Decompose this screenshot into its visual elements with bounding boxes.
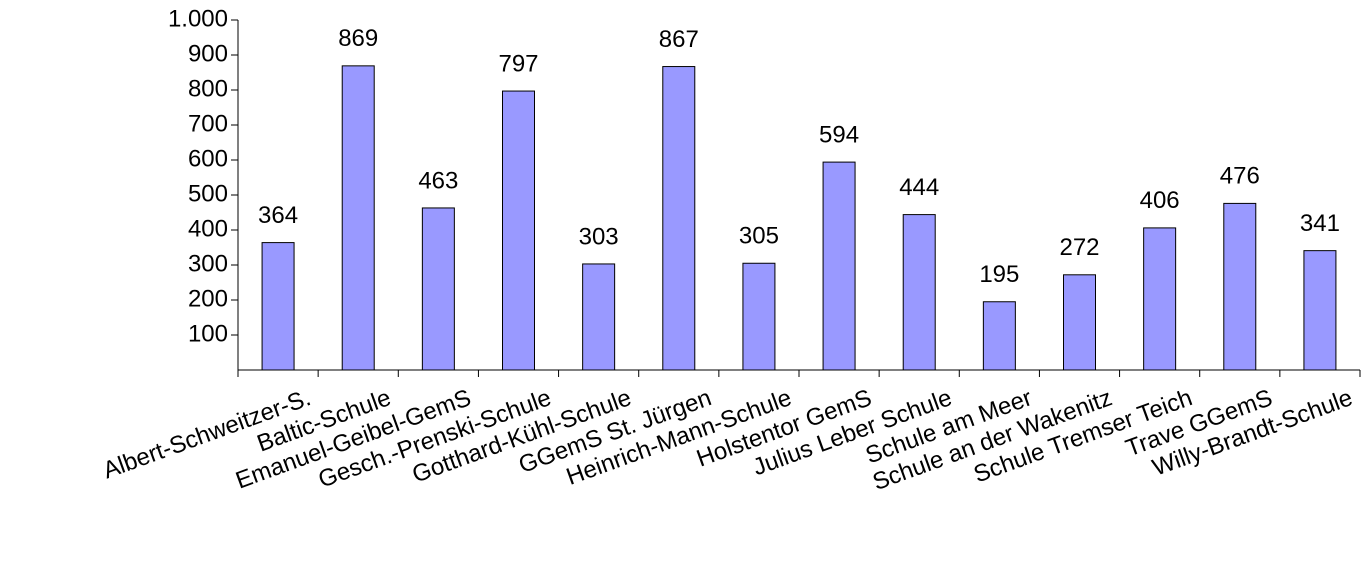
data-label: 476 — [1220, 163, 1260, 190]
data-label: 867 — [659, 26, 699, 53]
bar — [742, 262, 776, 371]
y-tick-label: 800 — [188, 75, 228, 102]
y-tick-label: 100 — [188, 320, 228, 347]
bar — [261, 242, 295, 371]
bar — [662, 66, 696, 371]
y-tick-label: 600 — [188, 145, 228, 172]
y-tick-label: 1.000 — [168, 5, 228, 32]
data-label: 195 — [979, 261, 1019, 288]
data-label: 341 — [1300, 210, 1340, 237]
bar — [1143, 227, 1177, 371]
data-label: 303 — [579, 223, 619, 250]
data-label: 463 — [418, 167, 458, 194]
y-tick-label: 400 — [188, 215, 228, 242]
bar — [421, 207, 455, 371]
bar — [582, 263, 616, 371]
bar — [1223, 202, 1257, 371]
bar — [982, 301, 1016, 371]
y-tick-label: 700 — [188, 110, 228, 137]
data-label: 594 — [819, 121, 859, 148]
bar — [502, 90, 535, 371]
data-label: 305 — [739, 223, 779, 250]
bar — [822, 161, 856, 371]
y-tick-label: 300 — [188, 250, 228, 277]
bar — [902, 214, 936, 371]
data-label: 364 — [258, 202, 298, 229]
y-tick-label: 900 — [188, 40, 228, 67]
bar — [1063, 274, 1096, 371]
bar — [341, 65, 375, 371]
data-label: 797 — [498, 50, 538, 77]
data-label: 444 — [899, 174, 939, 201]
data-label: 869 — [338, 25, 378, 52]
data-label: 272 — [1059, 234, 1099, 261]
y-tick-label: 500 — [188, 180, 228, 207]
data-label: 406 — [1140, 187, 1180, 214]
y-tick-label: 200 — [188, 285, 228, 312]
bar — [1303, 250, 1337, 371]
